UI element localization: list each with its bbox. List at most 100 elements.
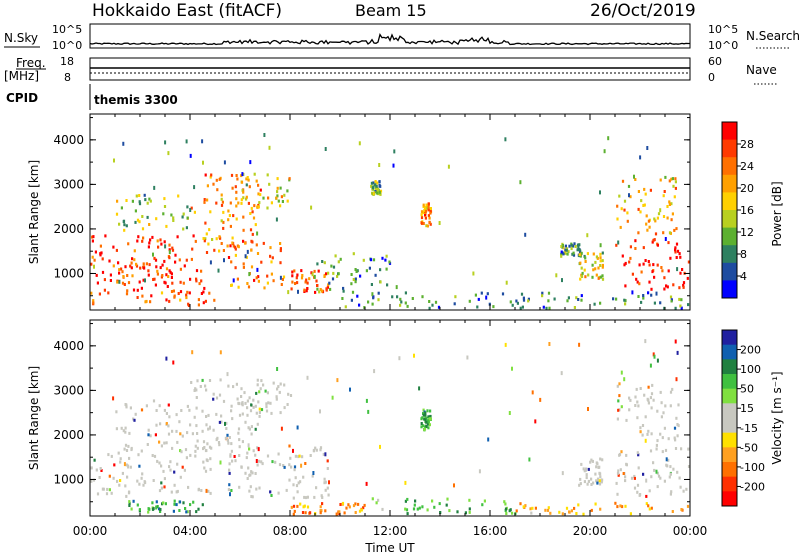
heatmap-cell	[229, 453, 232, 457]
heatmap-cell	[425, 224, 428, 228]
heatmap-cell	[254, 223, 257, 227]
heatmap-cell	[260, 260, 263, 264]
heatmap-cell	[128, 504, 131, 507]
heatmap-cell	[251, 240, 254, 244]
heatmap-cell	[316, 287, 319, 291]
heatmap-cell	[265, 405, 268, 409]
heatmap-cell	[426, 419, 429, 423]
heatmap-cell	[219, 350, 222, 355]
heatmap-cell	[648, 280, 651, 284]
freq-tick-top: 18	[60, 55, 74, 68]
heatmap-cell	[327, 493, 330, 497]
heatmap-cell	[372, 181, 375, 185]
heatmap-cell	[370, 258, 373, 262]
heatmap-cell	[599, 475, 602, 479]
heatmap-cell	[207, 413, 210, 417]
heatmap-cell	[200, 489, 203, 492]
heatmap-cell	[300, 463, 303, 468]
heatmap-cell	[318, 290, 321, 294]
heatmap-cell	[603, 149, 606, 154]
heatmap-cell	[227, 441, 230, 445]
heatmap-cell	[341, 501, 345, 505]
heatmap-cell	[250, 403, 253, 407]
heatmap-cell	[453, 302, 456, 306]
heatmap-cell	[429, 409, 432, 413]
heatmap-cell	[616, 492, 619, 496]
heatmap-cell	[327, 283, 330, 287]
heatmap-cell	[655, 443, 658, 447]
heatmap-cell	[265, 409, 269, 413]
heatmap-cell	[228, 436, 231, 439]
heatmap-cell	[623, 199, 627, 203]
heatmap-cell	[170, 490, 173, 494]
heatmap-cell	[220, 242, 223, 245]
heatmap-cell	[228, 471, 231, 475]
heatmap-cell	[279, 261, 282, 265]
heatmap-cell	[165, 356, 168, 361]
heatmap-cell	[288, 478, 291, 482]
heatmap-cell	[574, 245, 577, 248]
heatmap-cell	[234, 185, 237, 189]
heatmap-cell	[120, 206, 123, 210]
heatmap-cell	[250, 248, 253, 252]
heatmap-cell	[328, 281, 331, 285]
heatmap-cell	[371, 302, 374, 306]
heatmap-cell	[674, 180, 677, 184]
heatmap-cell	[587, 479, 590, 483]
heatmap-cell	[404, 291, 407, 295]
heatmap-cell	[125, 403, 128, 407]
heatmap-cell	[226, 433, 229, 437]
heatmap-cell	[319, 505, 322, 509]
heatmap-cell	[376, 191, 379, 195]
heatmap-cell	[283, 193, 286, 197]
heatmap-cell	[669, 465, 672, 469]
heatmap-cell	[134, 220, 137, 224]
heatmap-cell	[642, 294, 645, 297]
heatmap-cell	[650, 287, 653, 291]
time-tick-label: 00:00	[673, 524, 708, 538]
heatmap-cell	[548, 306, 551, 310]
heatmap-cell	[652, 398, 655, 402]
power-colorbar-swatch	[722, 192, 737, 211]
heatmap-cell	[191, 432, 194, 436]
heatmap-cell	[189, 277, 192, 281]
heatmap-cell	[651, 383, 654, 387]
heatmap-cell	[424, 216, 427, 220]
heatmap-cell	[679, 271, 682, 275]
heatmap-cell	[573, 242, 576, 246]
heatmap-cell	[427, 415, 430, 419]
heatmap-cell	[519, 306, 522, 310]
heatmap-cell	[371, 497, 374, 501]
heatmap-cell	[172, 219, 175, 222]
heatmap-cell	[115, 427, 118, 431]
heatmap-cell	[329, 287, 332, 291]
heatmap-cell	[127, 242, 130, 246]
heatmap-cell	[625, 462, 628, 466]
heatmap-cell	[158, 507, 161, 511]
heatmap-cell	[170, 272, 173, 276]
heatmap-cell	[597, 276, 600, 280]
heatmap-cell	[655, 291, 658, 296]
heatmap-cell	[257, 205, 260, 209]
heatmap-cell	[163, 485, 166, 489]
heatmap-cell	[374, 183, 377, 187]
heatmap-cell	[548, 342, 551, 346]
heatmap-cell	[662, 215, 666, 218]
heatmap-cell	[428, 417, 431, 421]
heatmap-cell	[176, 462, 179, 466]
heatmap-cell	[212, 392, 215, 396]
heatmap-cell	[147, 273, 150, 277]
heatmap-cell	[204, 449, 208, 453]
heatmap-cell	[117, 261, 120, 265]
heatmap-cell	[101, 257, 104, 261]
heatmap-cell	[542, 305, 545, 309]
heatmap-cell	[617, 473, 620, 477]
heatmap-cell	[642, 204, 645, 207]
heatmap-cell	[636, 483, 640, 487]
heatmap-cell	[595, 479, 598, 483]
heatmap-cell	[149, 199, 152, 203]
heatmap-cell	[560, 250, 563, 254]
heatmap-cell	[429, 211, 432, 215]
heatmap-cell	[553, 297, 556, 301]
